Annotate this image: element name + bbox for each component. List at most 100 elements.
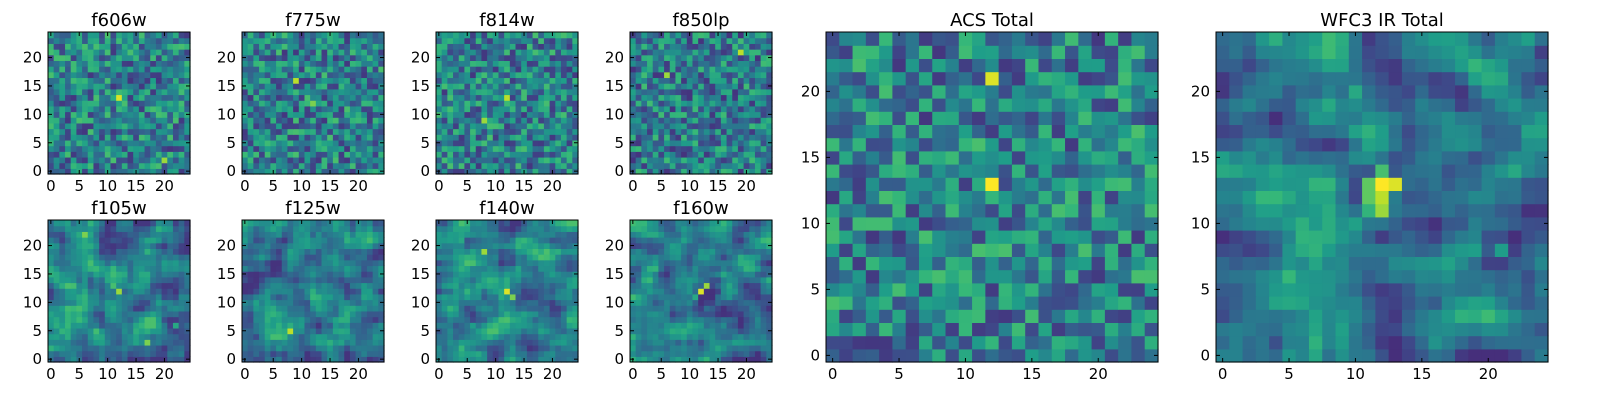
heatmap-cell [93,339,100,346]
heatmap-cell [549,71,556,79]
heatmap-cell [549,242,556,249]
heatmap-cell [184,305,191,312]
heatmap-cell [372,271,379,278]
heatmap-cell [355,156,362,164]
heatmap-cell [110,356,117,363]
heatmap-cell [726,168,733,175]
heatmap-cell [509,276,517,284]
heatmap-cell [366,168,374,175]
heatmap-cell [70,339,77,346]
heatmap-cell [441,242,448,249]
heatmap-cell [669,134,677,141]
heatmap-cell [338,231,345,238]
heatmap-cell [361,316,368,323]
heatmap-cell [436,88,443,96]
heatmap-cell [76,327,83,335]
heatmap-cell [521,254,528,261]
heatmap-cell [737,77,745,84]
heatmap-cell [709,327,716,335]
heatmap-cell [178,122,185,130]
heatmap-cell [121,293,129,301]
heatmap-cell [127,333,134,340]
heatmap-cell [686,37,694,44]
heatmap-cell [675,299,682,306]
heatmap-cell [572,225,579,232]
heatmap-cell [110,100,117,107]
heatmap-cell [247,237,254,244]
heatmap-cell [287,293,294,301]
heatmap-cell [104,111,112,118]
heatmap-cell [566,139,573,147]
heatmap-cell [70,299,77,306]
heatmap-cell [247,151,254,158]
heatmap-cell [150,105,157,113]
heatmap-cell [293,49,300,56]
heatmap-cell [726,60,733,67]
heatmap-cell [532,94,539,101]
heatmap-cell [453,248,460,255]
heatmap-cell [453,299,460,306]
heatmap-cell [104,71,112,79]
heatmap-cell [76,145,83,152]
heatmap-cell [538,105,545,113]
heatmap-cell [327,83,334,90]
y-tick-label: 20 [605,49,624,67]
heatmap-cell [458,220,465,227]
heatmap-cell [178,105,185,113]
heatmap-cell [247,299,254,306]
heatmap-cell [116,254,123,261]
heatmap-cell [709,94,716,101]
heatmap-cell [366,111,374,118]
heatmap-cell [361,77,368,84]
heatmap-cell [464,49,471,56]
heatmap-cell [766,49,773,56]
heatmap-cell [543,322,551,329]
heatmap-cell [310,145,317,152]
heatmap-cell [549,77,556,84]
heatmap-cell [82,71,89,79]
heatmap-cell [349,271,357,278]
x-tick-label: 15 [126,177,145,195]
heatmap-cell [138,139,146,147]
heatmap-cell [692,293,699,301]
heatmap-cell [82,344,89,352]
heatmap-cell [332,305,340,312]
heatmap-cell [709,350,716,357]
heatmap-cell [59,339,66,346]
heatmap-cell [70,111,77,118]
heatmap-cell [349,60,357,67]
heatmap-cell [293,100,300,107]
heatmap-cell [70,60,77,67]
heatmap-cell [76,316,83,323]
heatmap-cell [515,122,522,130]
heatmap-cell [110,271,117,278]
heatmap-cell [487,111,494,118]
heatmap-cell [161,316,168,323]
heatmap-cell [138,111,146,118]
heatmap-cell [116,83,123,90]
heatmap-cell [560,43,568,50]
heatmap-cell [59,327,66,335]
heatmap-cell [635,111,642,118]
heatmap-cell [48,225,55,232]
heatmap-cell [281,156,289,164]
heatmap-cell [259,111,266,118]
heatmap-cell [155,265,163,272]
heatmap-cell [361,276,368,284]
heatmap-cell [338,100,345,107]
heatmap-cell [635,156,642,164]
heatmap-cell [99,77,106,84]
heatmap-cell [766,71,773,79]
heatmap-cell [104,276,112,284]
heatmap-cell [349,344,357,352]
y-tick-label: 15 [605,77,624,95]
heatmap-cell [304,94,311,101]
heatmap-cell [161,105,168,113]
heatmap-cell [732,305,739,312]
heatmap-cell [760,66,767,73]
heatmap-cell [709,139,716,147]
heatmap-cell [361,265,368,272]
heatmap-cell [378,71,385,79]
heatmap-cell [532,288,539,295]
heatmap-cell [315,100,323,107]
